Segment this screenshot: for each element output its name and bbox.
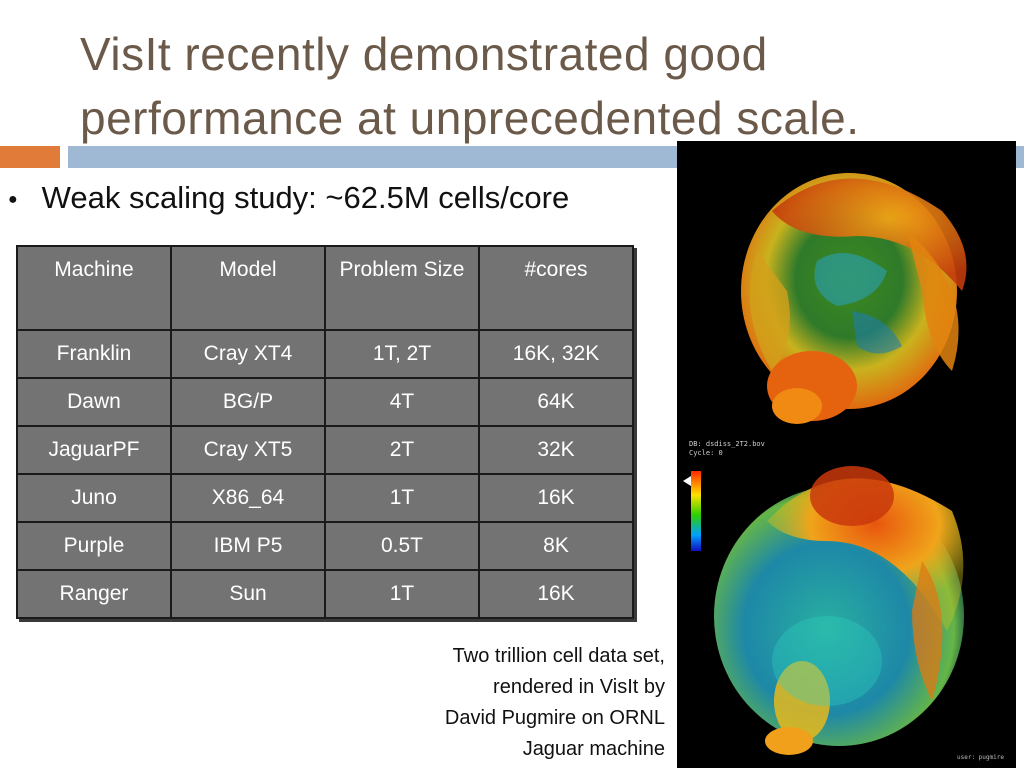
cell-problem-size: 1T, 2T [324,329,480,379]
cell-cores: 8K [478,521,634,571]
cell-cores: 16K [478,569,634,619]
cell-model: BG/P [170,377,326,427]
cell-problem-size: 1T [324,569,480,619]
caption-line: David Pugmire on ORNL [444,707,665,729]
cell-problem-size: 0.5T [324,521,480,571]
colorbar [691,471,701,551]
cell-machine: Ranger [16,569,172,619]
table-row: JaguarPF Cray XT5 2T 32K [16,425,634,475]
table-row: Dawn BG/P 4T 64K [16,377,634,427]
render-cycle-label: Cycle: 0 [689,449,723,457]
render-db-label: DB: dsdiss_2T2.bov [689,440,765,448]
accent-bar-orange [0,146,60,168]
cell-machine: Franklin [16,329,172,379]
cell-machine: Dawn [16,377,172,427]
bullet-text: Weak scaling study: ~62.5M cells/core [41,180,570,215]
render-user-label: user: pugmire [957,754,1004,761]
cell-cores: 16K, 32K [478,329,634,379]
cell-model: IBM P5 [170,521,326,571]
cell-cores: 16K [478,473,634,523]
cell-problem-size: 1T [324,473,480,523]
cell-machine: JaguarPF [16,425,172,475]
header-model: Model [170,245,326,331]
header-cores: #cores [478,245,634,331]
table-row: Juno X86_64 1T 16K [16,473,634,523]
image-caption: Two trillion cell data set, rendered in … [400,641,665,765]
volume-rendering-image: DB: dsdiss_2T2.bov Cycle: 0 user: pugmir… [677,141,1016,768]
caption-line: Jaguar machine [522,738,665,760]
cell-cores: 32K [478,425,634,475]
table-header-row: Machine Model Problem Size #cores [16,245,634,331]
cell-model: Sun [170,569,326,619]
header-problem-size: Problem Size [324,245,480,331]
volume-rendering-svg: DB: dsdiss_2T2.bov Cycle: 0 user: pugmir… [683,173,1004,761]
caption-line: Two trillion cell data set, [452,645,665,667]
bullet-item: ● Weak scaling study: ~62.5M cells/core [8,180,569,216]
cell-model: Cray XT4 [170,329,326,379]
table-row: Franklin Cray XT4 1T, 2T 16K, 32K [16,329,634,379]
cell-problem-size: 4T [324,377,480,427]
cell-model: X86_64 [170,473,326,523]
cell-cores: 64K [478,377,634,427]
table-row: Purple IBM P5 0.5T 8K [16,521,634,571]
cell-model: Cray XT5 [170,425,326,475]
cell-machine: Juno [16,473,172,523]
table-row: Ranger Sun 1T 16K [16,569,634,619]
slide-title: VisIt recently demonstrated good perform… [80,28,860,144]
cell-machine: Purple [16,521,172,571]
caption-line: rendered in VisIt by [493,676,665,698]
header-machine: Machine [16,245,172,331]
cell-problem-size: 2T [324,425,480,475]
scaling-table: Machine Model Problem Size #cores Frankl… [16,245,634,619]
scaling-table-container: Machine Model Problem Size #cores Frankl… [16,245,634,619]
bullet-dot-icon: ● [8,191,18,208]
